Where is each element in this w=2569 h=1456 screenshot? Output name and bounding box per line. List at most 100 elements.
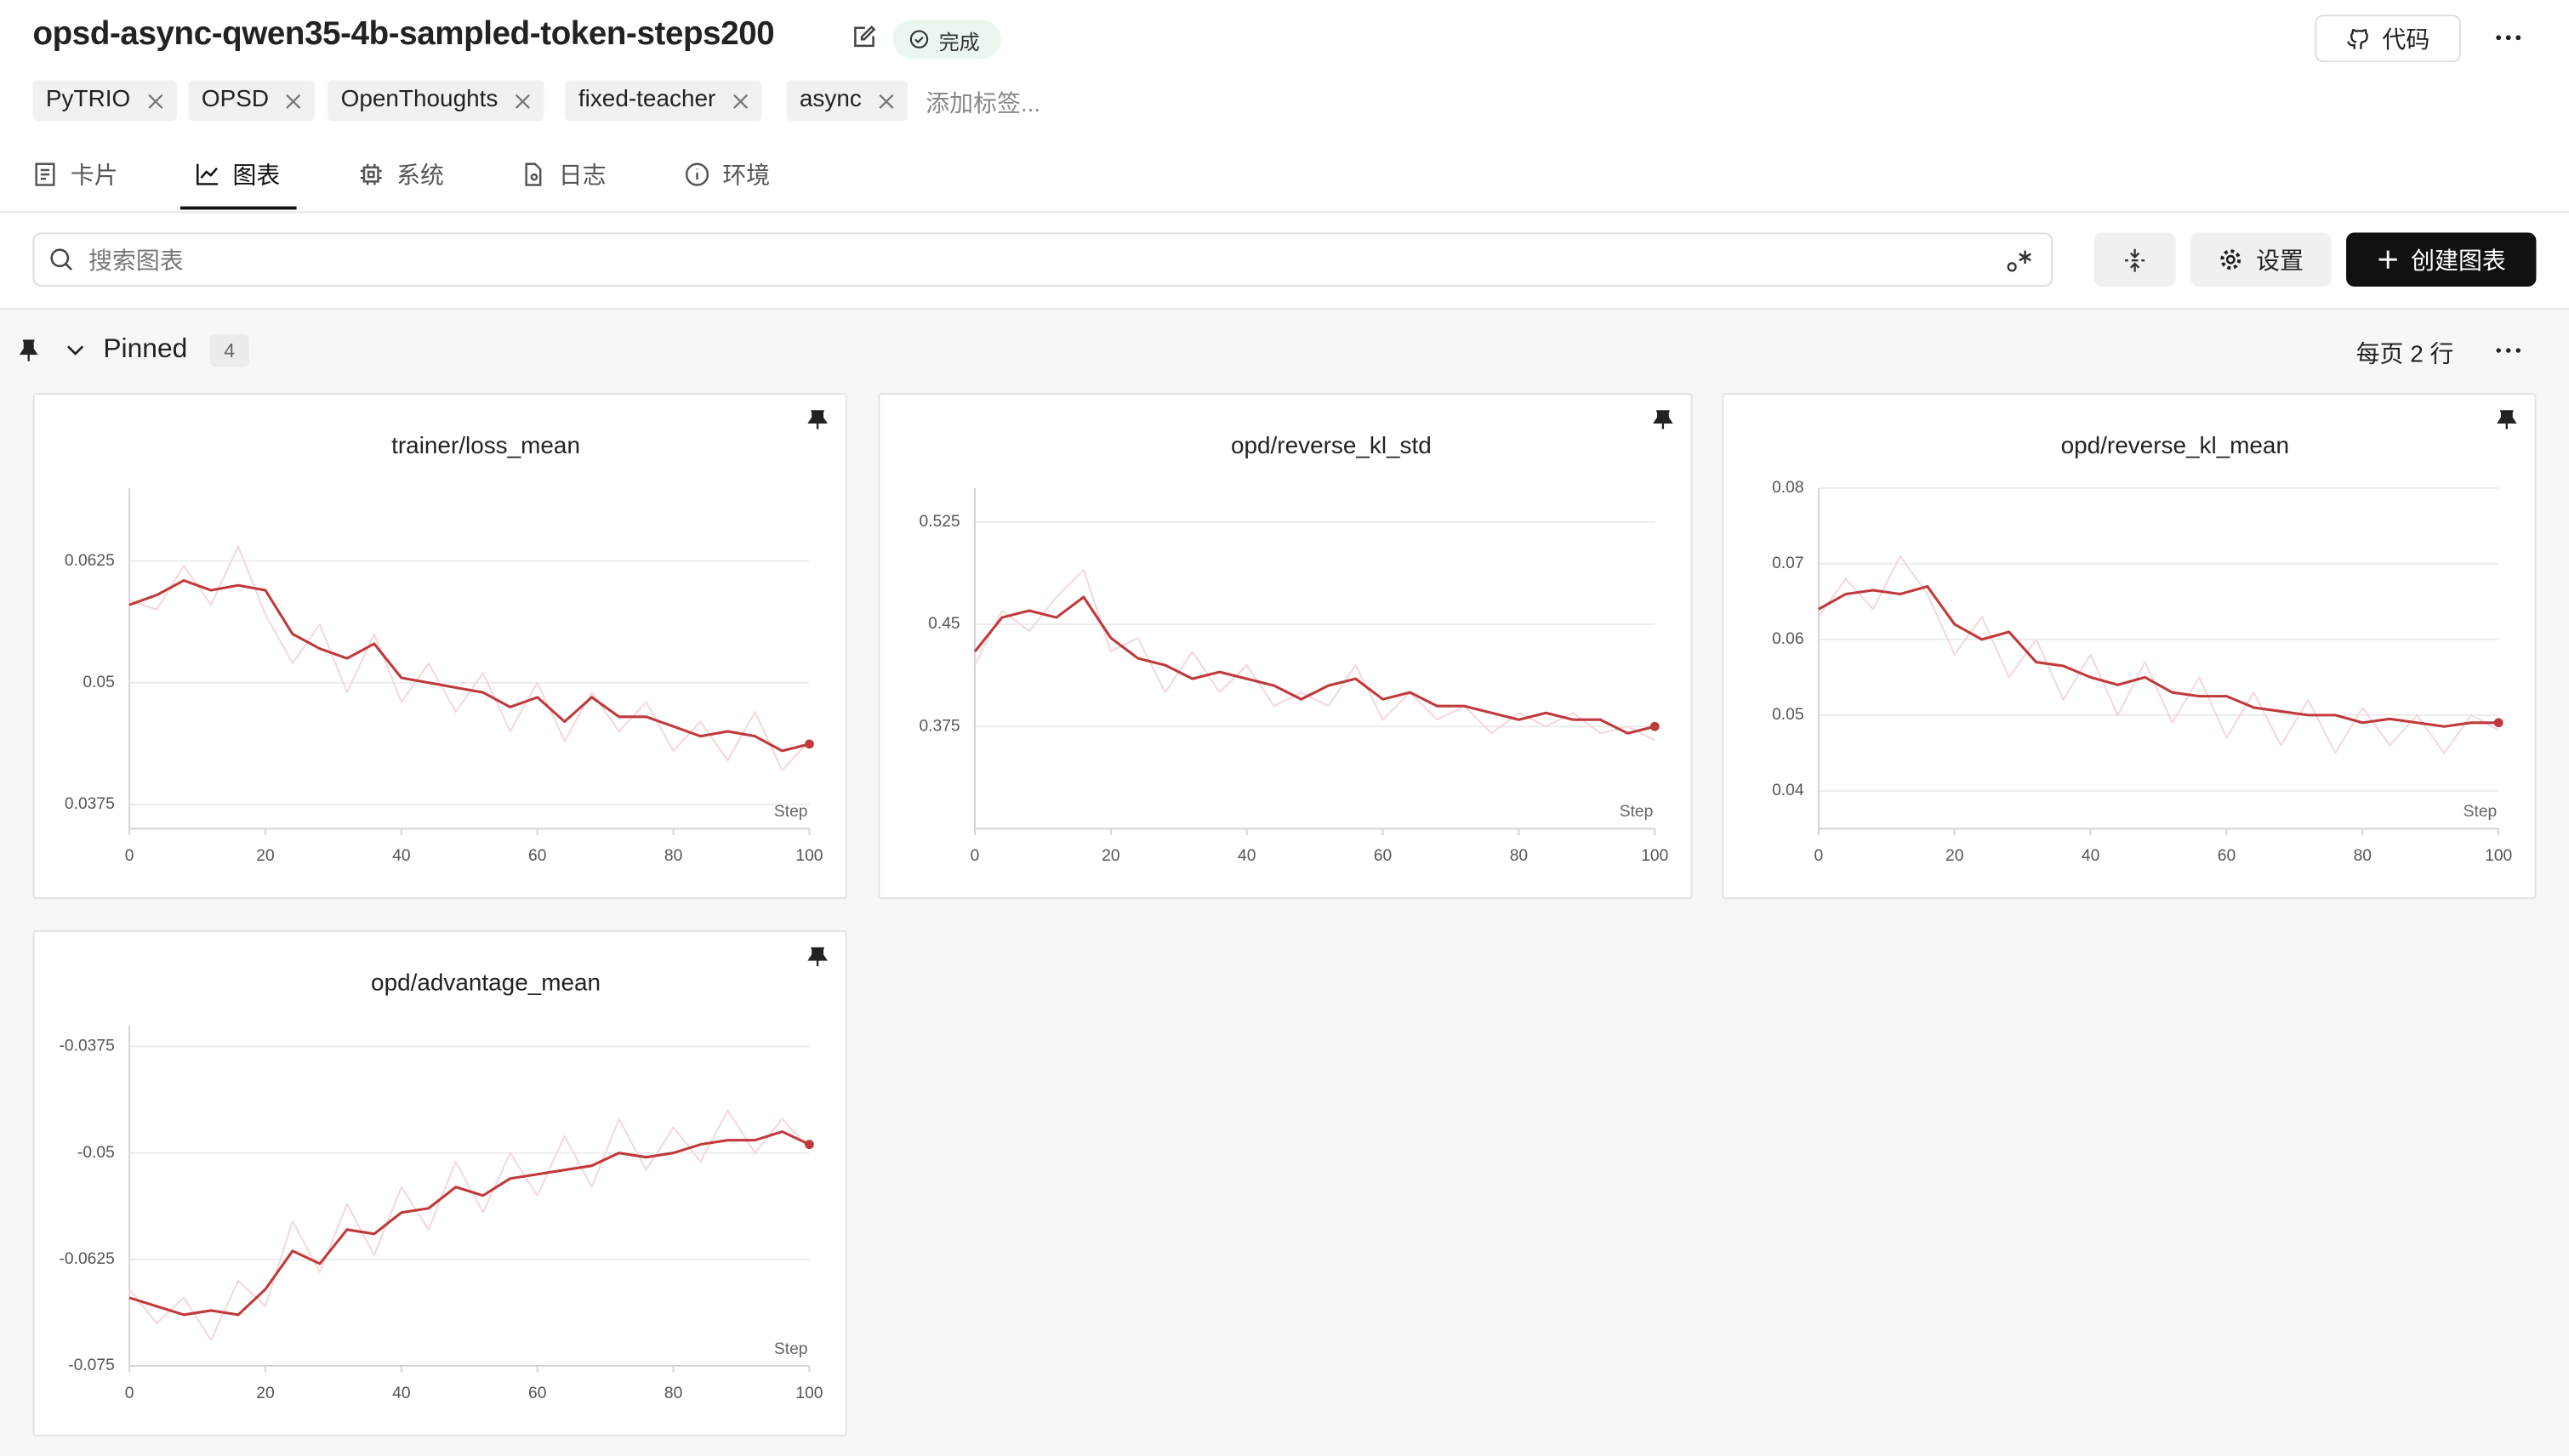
chart-title: opd/advantage_mean [371,970,601,996]
x-tick-label: 40 [1238,847,1256,865]
plus-icon [2378,250,2396,269]
remove-icon [147,93,162,108]
tag-remove[interactable] [732,93,749,109]
tag-label: fixed-teacher [578,87,716,113]
y-tick-label: 0.08 [1772,479,1803,497]
x-axis-label: Step [774,1340,808,1358]
tag-label: OPSD [201,87,270,113]
search-box[interactable]: 搜索图表 [32,232,2053,287]
last-point [2493,718,2503,728]
x-tick-label: 100 [1641,847,1668,865]
create-chart-label: 创建图表 [2411,248,2506,276]
chart: opd/advantage_mean -0.0375 -0.05 -0.0625 -0.… [60,947,828,1402]
tag-remove[interactable] [515,93,531,109]
y-tick-label: -0.0625 [60,1250,115,1268]
chart-title: opd/reverse_kl_mean [2061,432,2289,458]
expand-button[interactable] [2093,232,2176,287]
x-tick-label: 100 [2485,847,2512,865]
x-axis-label: Step [2464,803,2498,821]
tab-icon [685,162,709,186]
x-tick-label: 0 [1814,847,1824,865]
tab[interactable]: 图表 [195,157,280,191]
y-tick-label: 0.45 [928,615,960,633]
smoothed-line [973,595,1655,735]
tab-label: 环境 [722,163,771,191]
tab-icon-path [197,163,219,185]
tab-icon [35,162,55,186]
chart-title: trainer/loss_mean [391,432,580,458]
chart-card: opd/reverse_kl_std 0.375 0.45 0.525 0 20 40 60 8… [878,393,1693,900]
status-icon [909,30,929,48]
x-axis-label: Step [1620,803,1654,821]
tag-chip: async [786,80,908,122]
tab[interactable]: 系统 [359,157,444,191]
pin-icon [807,947,828,967]
pin-icon [1653,410,1673,429]
rows-per-page[interactable]: 每页 2 行 [2355,342,2454,369]
settings-icon [2220,249,2241,270]
y-tick-label: 0.0625 [65,552,115,570]
chart: opd/reverse_kl_mean 0.04 0.05 0.06 0.07 0.08 0… [1772,410,2517,865]
tab-icon [360,163,382,185]
y-tick-label: 0.05 [83,674,114,691]
y-tick-label: 0.525 [919,513,960,531]
pin-icon [2497,410,2517,429]
x-tick-label: 100 [795,847,823,865]
tag-remove[interactable] [146,93,162,109]
x-tick-label: 20 [1102,847,1119,865]
smoothed-line [128,579,810,753]
y-tick-label: 0.05 [1772,706,1803,724]
remove-icon [732,93,748,108]
chart-card: opd/reverse_kl_mean 0.04 0.05 0.06 0.07 0.08 0… [1722,393,2537,900]
y-tick-label: -0.0375 [60,1038,115,1055]
smoothed-line [128,1130,811,1317]
y-tick-label: -0.075 [68,1356,115,1374]
y-tick-label: 0.0375 [65,795,115,813]
code-button[interactable]: 代码 [2315,14,2461,63]
regex-toggle[interactable] [2005,247,2035,274]
search-icon [50,248,73,271]
tab[interactable]: 环境 [685,157,770,191]
expand-icon [2125,247,2145,271]
x-tick-label: 20 [1945,847,1963,865]
section-count: 4 [209,333,249,367]
tab-icon-path [360,163,382,185]
collapse-chevron[interactable] [66,342,85,358]
search-placeholder: 搜索图表 [88,248,184,276]
edit-icon[interactable] [851,25,877,51]
pin-icon [807,410,828,429]
x-tick-label: 0 [125,847,134,865]
tab-label: 图表 [232,163,281,191]
remove-icon [286,93,301,108]
y-tick-label: 0.375 [919,717,960,735]
run-title: opsd-async-qwen35-4b-sampled-token-steps… [32,16,775,53]
tag-chip: PyTRIO [32,80,177,122]
last-point [805,1140,814,1150]
x-tick-label: 0 [125,1385,134,1402]
add-tag[interactable]: 添加标签... [926,91,1041,118]
tab[interactable]: 卡片 [33,157,118,191]
raw-line [974,568,1655,742]
y-tick-label: -0.05 [77,1144,115,1162]
settings-label: 设置 [2256,248,2304,276]
tag-chip: OPSD [188,80,315,122]
tag-chip: fixed-teacher [565,80,762,122]
create-chart-button[interactable]: 创建图表 [2346,232,2537,287]
x-tick-label: 80 [2354,847,2372,865]
more-menu[interactable] [2493,28,2523,48]
remove-icon [879,93,894,108]
smoothed-line [1818,585,2499,728]
x-tick-label: 60 [528,847,546,865]
settings-button[interactable]: 设置 [2190,232,2332,287]
tag-remove[interactable] [878,93,894,109]
tab-label: 卡片 [70,163,118,191]
x-tick-label: 0 [971,847,980,865]
x-tick-label: 80 [1510,847,1528,865]
tag-remove[interactable] [285,93,301,109]
section-menu[interactable] [2493,341,2523,361]
section-name[interactable]: Pinned [103,333,188,364]
x-tick-label: 60 [2218,847,2236,865]
tab[interactable]: 日志 [521,157,607,191]
